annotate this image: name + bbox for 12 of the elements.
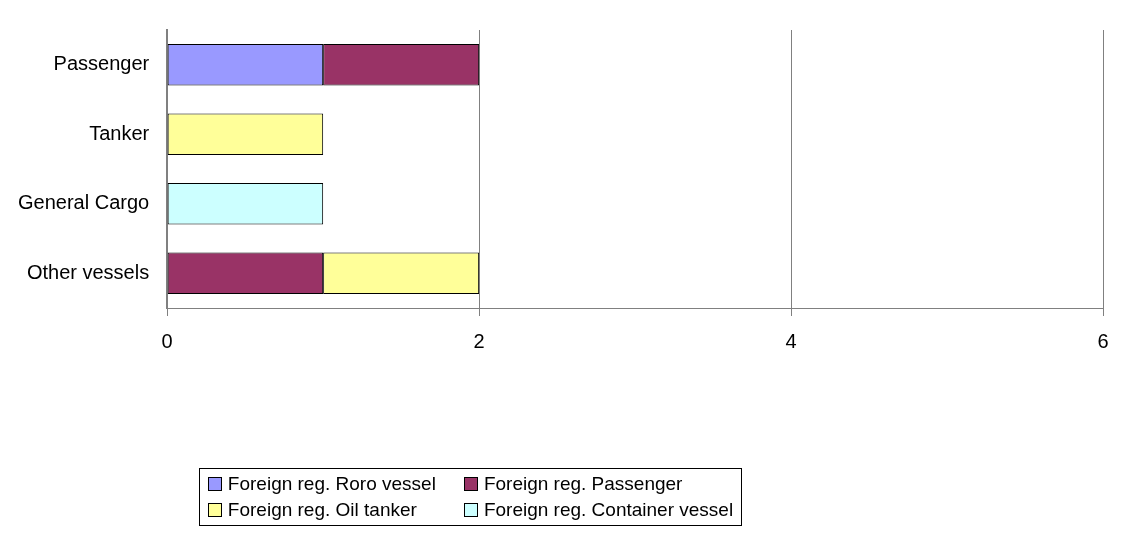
legend-label: Foreign reg. Oil tanker: [227, 499, 417, 521]
y-tick-label: Other vessels: [26, 260, 150, 283]
x-tick-label: 2: [473, 329, 485, 352]
y-tick-label: Passenger: [53, 52, 150, 75]
x-tick-label: 4: [785, 329, 797, 352]
x-tick-label: 0: [161, 329, 173, 352]
y-tick-label: General Cargo: [17, 191, 150, 214]
legend-label: Foreign reg. Container vessel: [483, 499, 734, 521]
x-tick-label: 6: [1097, 329, 1109, 352]
legend-label: Foreign reg. Roro vessel: [227, 473, 436, 495]
legend-label: Foreign reg. Passenger: [483, 473, 683, 495]
y-tick-label: Tanker: [89, 121, 150, 144]
